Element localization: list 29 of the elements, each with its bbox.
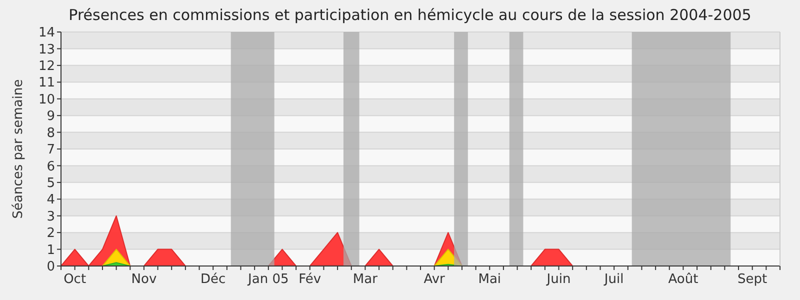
x-tick-label: Oct xyxy=(64,272,86,287)
x-tick-label: Déc xyxy=(200,272,226,287)
x-tick-label: Fév xyxy=(298,272,322,287)
y-tick-label: 1 xyxy=(46,242,55,258)
x-tick-label: Jan 05 xyxy=(247,272,289,287)
x-tick-label: Août xyxy=(668,272,698,287)
x-tick-label: Nov xyxy=(131,272,157,287)
y-tick-label: 11 xyxy=(38,76,55,91)
y-tick-label: 13 xyxy=(38,42,55,58)
y-tick-label: 10 xyxy=(38,92,55,108)
y-tick-label: 7 xyxy=(46,142,55,158)
x-tick-label: Mar xyxy=(352,272,378,287)
y-tick-label: 6 xyxy=(46,159,55,174)
x-tick-label: Avr xyxy=(424,272,446,287)
x-tick-label: Sept xyxy=(738,272,768,287)
x-tick-label: Juin xyxy=(546,272,571,287)
y-axis-title: Séances par semaine xyxy=(11,79,26,219)
y-tick-label: 4 xyxy=(46,192,55,208)
y-tick-label: 3 xyxy=(46,209,55,224)
x-tick-label: Juil xyxy=(603,272,624,287)
y-tick-label: 0 xyxy=(46,260,55,275)
x-tick-label: Mai xyxy=(478,272,502,287)
chart-title: Présences en commissions et participation en hémicycle au cours de la session 2004-2005 xyxy=(68,6,752,24)
y-tick-label: 8 xyxy=(46,126,55,141)
y-tick-label: 14 xyxy=(38,26,55,41)
y-tick-label: 2 xyxy=(46,226,55,242)
y-tick-label: 9 xyxy=(46,109,55,124)
y-tick-label: 5 xyxy=(46,176,55,191)
y-tick-label: 12 xyxy=(38,58,55,74)
